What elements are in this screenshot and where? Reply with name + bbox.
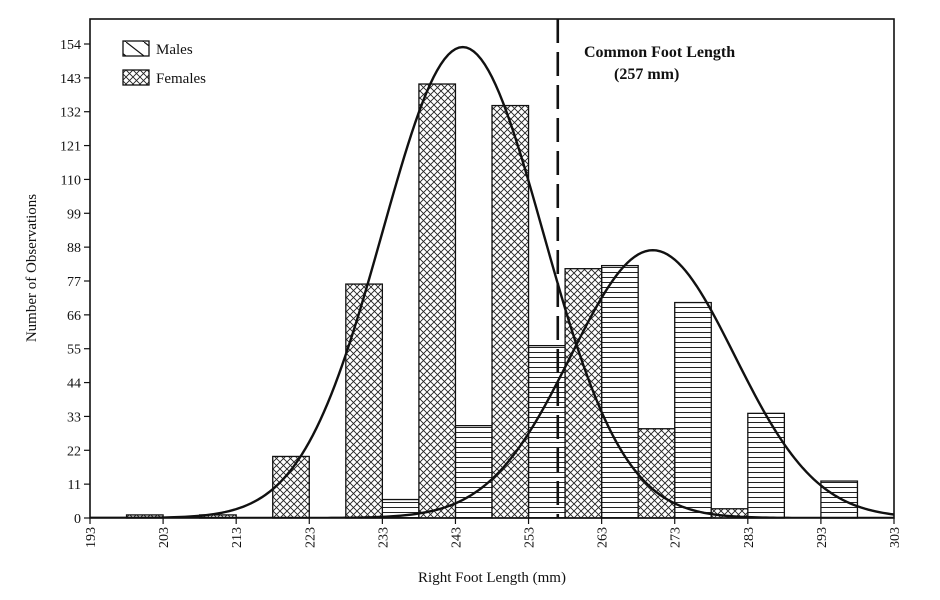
y-tick-label: 132 bbox=[60, 106, 81, 121]
y-tick-label: 77 bbox=[67, 275, 81, 290]
bar-males bbox=[674, 301, 712, 519]
bar-females bbox=[637, 428, 676, 519]
x-tick-label: 273 bbox=[669, 527, 684, 548]
y-tick-label: 44 bbox=[67, 377, 81, 392]
curve-males bbox=[90, 249, 894, 518]
y-tick-label: 110 bbox=[61, 173, 81, 188]
legend-label-females: Females bbox=[156, 71, 206, 87]
y-tick-label: 143 bbox=[60, 72, 81, 87]
x-axis-title: Right Foot Length (mm) bbox=[418, 570, 566, 586]
bar-males bbox=[454, 425, 493, 519]
x-tick-label: 223 bbox=[303, 527, 318, 548]
x-tick-label: 243 bbox=[449, 527, 464, 548]
x-tick-label: 233 bbox=[376, 527, 391, 548]
legend-label-males: Males bbox=[156, 42, 193, 58]
bar-males bbox=[600, 264, 639, 519]
x-tick-label: 213 bbox=[230, 527, 245, 548]
reference-line-label: Common Foot Length bbox=[584, 44, 735, 61]
plot-frame bbox=[89, 18, 895, 519]
x-tick-label: 193 bbox=[84, 527, 99, 548]
x-axis-ticks: 193 203 213 223 233 243 253 263 273 283 293 303 bbox=[84, 518, 903, 548]
bar-males bbox=[820, 480, 859, 519]
x-tick-label: 263 bbox=[596, 527, 611, 548]
bar-females bbox=[272, 455, 310, 519]
y-axis-ticks: 0 11 22 33 44 55 66 77 88 99 110 121 132 143 154 bbox=[60, 38, 90, 527]
x-tick-label: 283 bbox=[742, 527, 757, 548]
x-tick-label: 303 bbox=[888, 527, 903, 548]
bar-males bbox=[527, 344, 566, 519]
bar-males bbox=[747, 412, 786, 519]
x-tick-label: 253 bbox=[523, 527, 538, 548]
y-tick-label: 88 bbox=[67, 241, 81, 256]
y-axis-title: Number of Observations bbox=[24, 194, 40, 342]
y-tick-label: 55 bbox=[67, 343, 81, 358]
x-tick-label: 293 bbox=[815, 527, 830, 548]
y-tick-label: 33 bbox=[67, 410, 81, 425]
legend-swatch-females bbox=[122, 69, 150, 86]
bar-females bbox=[345, 283, 384, 519]
y-tick-label: 0 bbox=[74, 512, 81, 527]
y-tick-label: 99 bbox=[67, 207, 81, 222]
legend-swatch-males bbox=[122, 40, 150, 57]
legend: Males Females bbox=[122, 40, 206, 87]
x-tick-label: 203 bbox=[157, 527, 172, 548]
reference-line-value: (257 mm) bbox=[614, 66, 679, 83]
y-tick-label: 154 bbox=[60, 38, 81, 53]
y-tick-label: 66 bbox=[67, 309, 81, 324]
y-tick-label: 121 bbox=[60, 140, 81, 155]
bars-layer bbox=[125, 83, 859, 519]
bar-females bbox=[418, 83, 457, 519]
y-tick-label: 22 bbox=[67, 444, 81, 459]
y-tick-label: 11 bbox=[68, 478, 81, 493]
bar-females bbox=[491, 104, 530, 519]
